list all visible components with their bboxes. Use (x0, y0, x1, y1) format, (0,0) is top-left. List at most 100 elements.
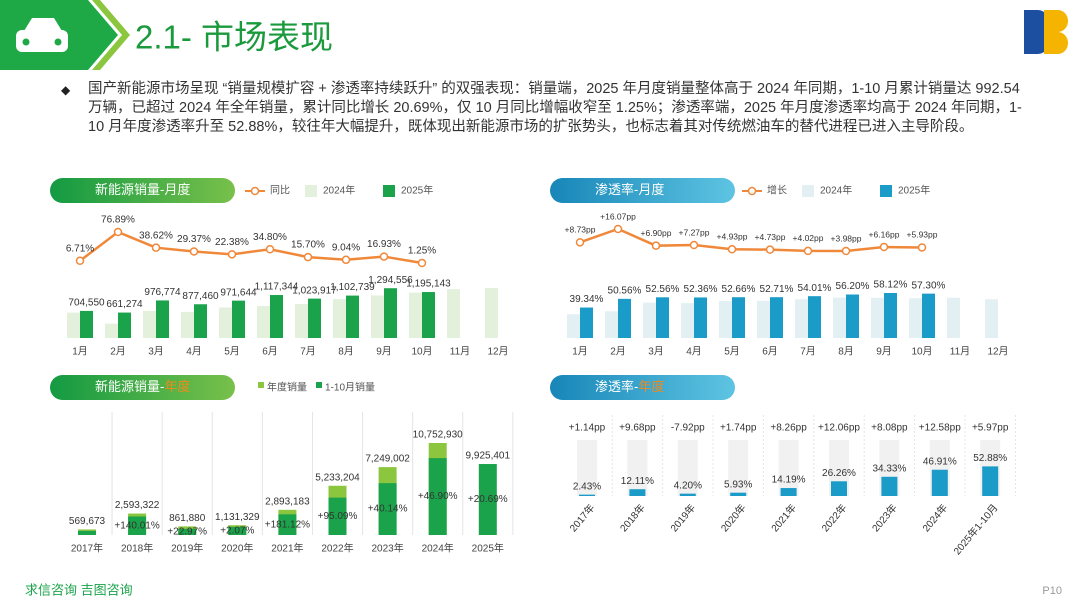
bar (228, 526, 247, 535)
page-number: P10 (1042, 585, 1062, 597)
data-label: 52.56% (646, 284, 680, 295)
bar (308, 298, 321, 338)
x-tick-label: 6月 (262, 346, 278, 358)
x-tick-label: 2019年 (171, 542, 203, 555)
bar-background (677, 440, 698, 496)
data-label: +4.02pp (793, 233, 824, 243)
bullet-marker: ◆ (61, 83, 71, 97)
line-marker (879, 242, 889, 252)
bar (67, 312, 80, 338)
data-label: 569,673 (69, 516, 106, 527)
bar (333, 299, 346, 338)
data-label: 1,102,739 (330, 282, 375, 293)
data-label: 22.38% (215, 237, 249, 248)
chart-title-highlight: 年度 (164, 379, 190, 394)
data-label: +8.73pp (565, 225, 596, 235)
line-marker (803, 246, 813, 256)
x-tick-label: 2021年 (271, 542, 303, 555)
x-tick-label: 5月 (224, 346, 240, 358)
chart-title-text: 渗透率-月度 (595, 182, 664, 197)
data-label: 52.36% (684, 284, 718, 295)
x-tick-label: 2021年 (768, 501, 799, 534)
data-label: 54.01% (798, 283, 832, 294)
data-label: 46.91% (923, 456, 957, 467)
data-label: 1,294,556 (368, 275, 413, 286)
data-label: 1,023,917 (292, 285, 337, 296)
legend-marker (747, 186, 757, 196)
bar (982, 466, 999, 496)
bar (629, 489, 646, 496)
line-marker (613, 224, 623, 234)
bar (795, 299, 808, 338)
line-marker (651, 241, 661, 250)
data-label: 704,550 (68, 298, 105, 309)
bar (270, 295, 283, 338)
page-title: 2.1- 市场表现 (135, 19, 333, 56)
annotation: +1.74pp (720, 423, 757, 434)
legend-label: 1-10月销量 (325, 381, 375, 394)
data-label: 2,593,322 (115, 500, 160, 511)
line-marker (727, 245, 737, 254)
bar (378, 483, 397, 535)
data-label: 34.80% (253, 232, 287, 243)
x-tick-label: 9月 (876, 346, 892, 358)
legend-marker (250, 186, 260, 196)
data-label: 971,644 (220, 287, 257, 298)
data-label: 1,195,143 (406, 279, 451, 290)
legend-swatch (802, 185, 814, 197)
x-tick-label: 2022年 (321, 542, 353, 555)
data-label: 4.20% (674, 480, 702, 491)
x-tick-label: 4月 (186, 346, 202, 358)
data-label: 38.62% (139, 230, 173, 241)
line (579, 227, 923, 253)
bar (128, 516, 147, 535)
bar (730, 492, 747, 496)
x-tick-label: 2023年 (371, 542, 403, 555)
data-label: 57.30% (912, 280, 946, 291)
legend-swatch (880, 185, 892, 197)
annotation: +2.07% (220, 526, 254, 537)
data-label: 50.56% (608, 285, 642, 296)
x-tick-label: 2017年 (567, 501, 598, 534)
line-marker (575, 238, 585, 247)
bar (447, 289, 460, 338)
chart-title: 渗透率-年度 (595, 379, 664, 394)
annotation: +46.90% (418, 491, 458, 502)
x-tick-label: 11月 (450, 346, 470, 358)
bar (871, 297, 884, 338)
bar (846, 294, 859, 338)
x-tick-label: 2025年1-10月 (951, 501, 1001, 557)
annotation: +12.06pp (818, 423, 860, 434)
bar (478, 464, 497, 535)
x-tick-label: 4月 (686, 346, 702, 358)
bar (679, 493, 696, 496)
legend-label: 同比 (270, 185, 290, 197)
bar (194, 304, 207, 338)
bar (409, 292, 422, 338)
data-label: 56.20% (836, 281, 870, 292)
annotation: +20.69% (468, 494, 508, 505)
x-tick-label: 2025年 (472, 542, 504, 555)
x-tick-label: 10月 (411, 346, 432, 358)
annotation: +22.97% (167, 527, 207, 538)
bar (580, 307, 593, 338)
bar (770, 297, 783, 338)
x-tick-label: 2月 (110, 346, 126, 358)
title-pill (50, 375, 235, 400)
line-marker (379, 252, 389, 261)
x-tick-label: 2024年 (422, 542, 454, 555)
legend-swatch (383, 185, 395, 197)
bar (985, 299, 998, 338)
data-label: 1.25% (408, 246, 436, 257)
line-marker (227, 250, 237, 259)
x-tick-label: 2023年 (869, 501, 900, 534)
data-label: 14.19% (772, 475, 806, 486)
title-pill (50, 178, 235, 203)
data-label: +3.98pp (831, 233, 862, 243)
annotation: +9.68pp (619, 423, 656, 434)
bar (656, 297, 669, 338)
bar (694, 297, 707, 338)
data-label: 5,233,204 (315, 472, 360, 483)
data-label: 58.12% (874, 280, 908, 291)
